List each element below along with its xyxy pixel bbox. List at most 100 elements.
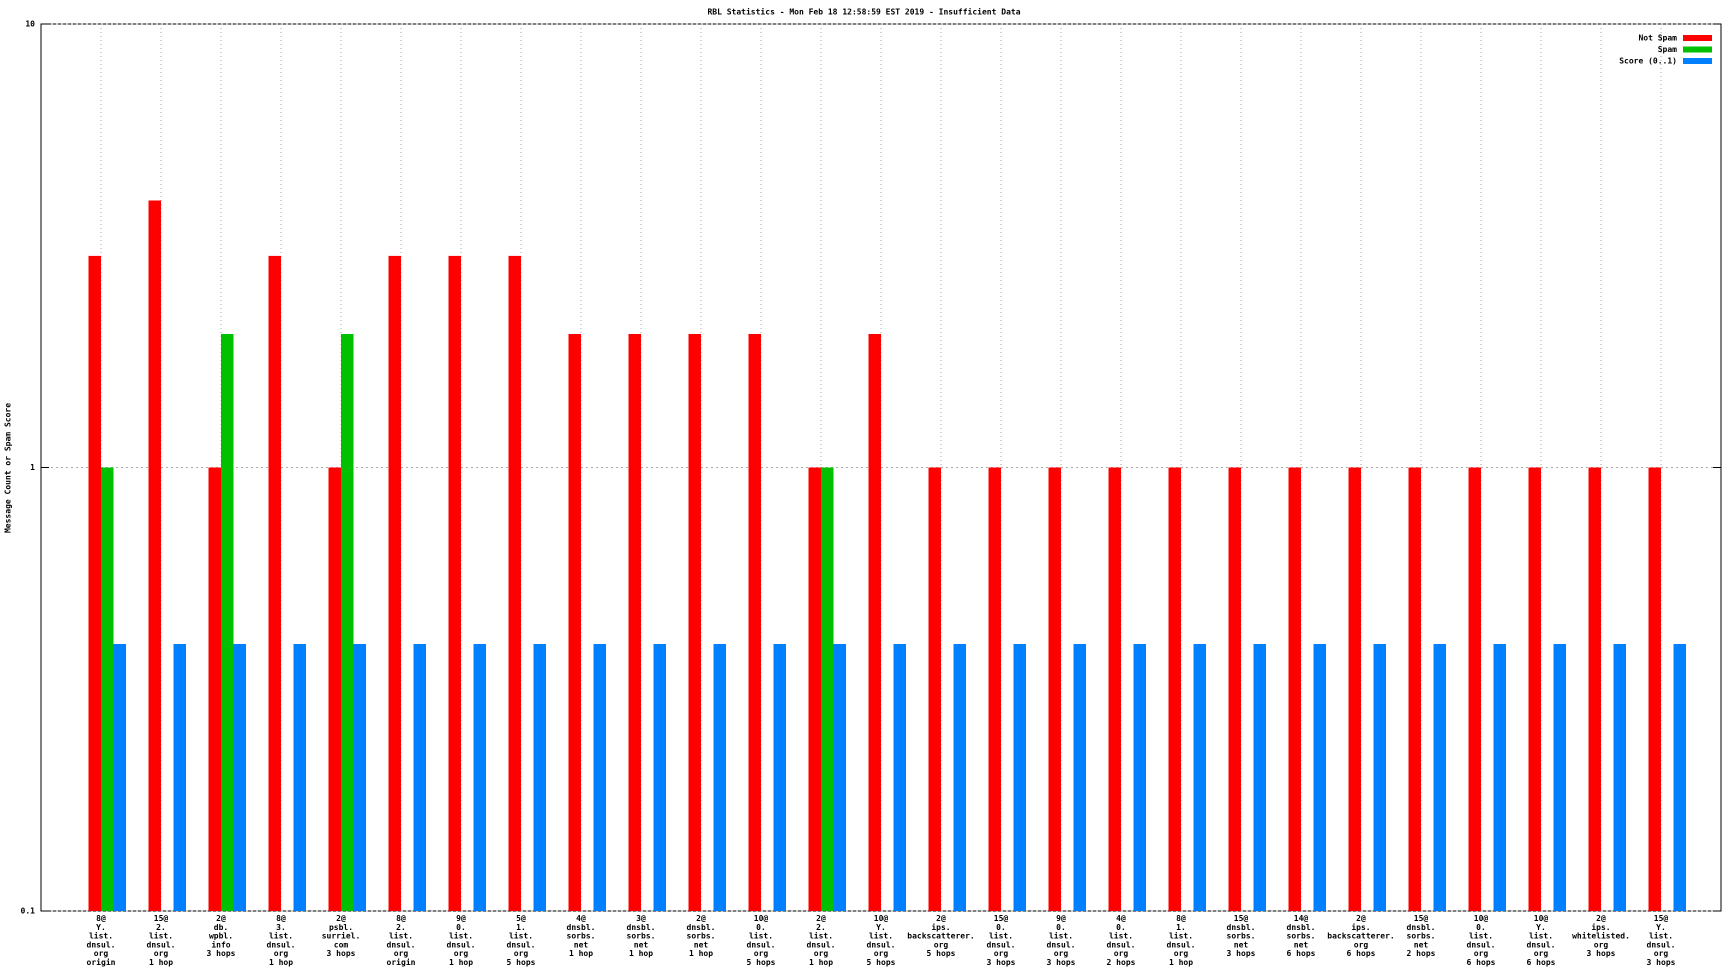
x-tick-label-line: 3 hops xyxy=(987,958,1016,967)
x-tick-label-line: list. xyxy=(749,931,773,941)
x-tick-label-line: 0. xyxy=(996,923,1006,932)
x-tick-label-line: 1 hop xyxy=(569,949,593,958)
x-tick-label-line: 9@ xyxy=(1056,914,1066,923)
x-tick-label-line: 2 hops xyxy=(1107,958,1136,967)
bar xyxy=(1073,643,1086,911)
x-tick-label-line: sorbs. xyxy=(1227,932,1256,941)
x-tick-label: 2@ db. wpbl. info 3 hops xyxy=(207,914,236,958)
x-tick-label: 8@ 3. list. dnsul. org 1 hop xyxy=(267,914,296,967)
legend-label: Spam xyxy=(1658,45,1677,54)
x-tick-label: 10@ Y. list. dnsul. org 6 hops xyxy=(1527,914,1556,967)
x-tick-label-line: dnsul. xyxy=(807,940,836,949)
x-tick-label-line: dnsul. xyxy=(1647,940,1676,949)
x-tick-label: 8@ 1. list. dnsul. org 1 hop xyxy=(1167,914,1196,967)
x-tick-label-line: Y. xyxy=(1656,923,1666,932)
x-tick-label-line: 2 hops xyxy=(1407,949,1436,958)
bar xyxy=(893,643,906,911)
x-tick-label-line: net xyxy=(1414,940,1429,949)
x-tick-label-line: list. xyxy=(149,931,173,941)
x-tick-label-line: 10@ xyxy=(754,914,769,923)
x-tick-label-line: 8@ xyxy=(1176,914,1186,923)
x-tick-label-line: net xyxy=(1234,940,1249,949)
x-tick-label-line: 1 hop xyxy=(809,958,833,967)
bar xyxy=(1613,643,1626,911)
x-tick-label-line: ips. xyxy=(1591,922,1610,932)
x-tick-label-line: dnsul. xyxy=(1467,940,1496,949)
bar xyxy=(1253,643,1266,911)
y-tick-label: 1 xyxy=(30,463,35,472)
x-tick-label-line: 2@ xyxy=(936,914,946,923)
x-tick-label-line: 15@ xyxy=(994,914,1009,923)
x-tick-label-line: 3@ xyxy=(636,914,646,923)
x-tick-label-line: 3 hops xyxy=(1227,949,1256,958)
x-tick-label-line: org xyxy=(394,949,409,958)
x-tick-label-line: backscatterer. xyxy=(1327,932,1394,941)
bar xyxy=(221,333,234,912)
bar xyxy=(1648,467,1661,911)
x-tick-label-line: net xyxy=(1294,940,1309,949)
x-tick-label: 5@ 1. list. dnsul. org 5 hops xyxy=(507,914,536,967)
bar xyxy=(268,255,281,911)
x-tick-label-line: org xyxy=(994,949,1009,958)
bar xyxy=(748,333,761,912)
x-tick-label-line: list. xyxy=(1529,931,1553,941)
bar xyxy=(808,467,821,911)
bar xyxy=(1168,467,1181,911)
x-tick-label-line: dnsul. xyxy=(447,940,476,949)
x-tick-label-line: 4@ xyxy=(576,914,586,923)
x-tick-label-line: 5 hops xyxy=(927,949,956,958)
bar xyxy=(173,643,186,911)
bar xyxy=(1588,467,1601,911)
x-tick-label-line: 0. xyxy=(756,923,766,932)
x-tick-label: 2@ psbl. surriel. com 3 hops xyxy=(322,914,361,958)
bar xyxy=(508,255,521,911)
x-tick-label-line: sorbs. xyxy=(687,932,716,941)
x-tick-label: 10@ 0. list. dnsul. org 5 hops xyxy=(747,914,776,967)
y-tick-label: 10 xyxy=(25,20,35,29)
bar xyxy=(1493,643,1506,911)
x-tick-label-line: 0. xyxy=(1116,923,1126,932)
x-tick-label-line: org xyxy=(454,949,469,958)
x-tick-label-line: list. xyxy=(269,931,293,941)
x-tick-label-line: 2@ xyxy=(816,914,826,923)
x-tick-label-line: 2@ xyxy=(1596,914,1606,923)
bar xyxy=(1108,467,1121,911)
x-tick-label: 10@ 0. list. dnsul. org 6 hops xyxy=(1467,914,1496,967)
legend-swatch xyxy=(1683,58,1712,64)
x-tick-label-line: 3 hops xyxy=(1647,958,1676,967)
bar xyxy=(1348,467,1361,911)
x-tick-label-line: dnsul. xyxy=(1107,940,1136,949)
x-tick-label-line: 3 hops xyxy=(327,949,356,958)
x-tick-label-line: backscatterer. xyxy=(907,932,974,941)
x-tick-label-line: dnsul. xyxy=(1527,940,1556,949)
x-tick-label-line: org xyxy=(754,949,769,958)
bar xyxy=(1193,643,1206,911)
x-tick-label-line: list. xyxy=(1169,931,1193,941)
x-tick-label-line: list. xyxy=(989,931,1013,941)
y-axis-label: Message Count or Spam Score xyxy=(4,403,13,533)
bar xyxy=(341,333,354,912)
bar xyxy=(1288,467,1301,911)
x-tick-label: 9@ 0. list. dnsul. org 3 hops xyxy=(1047,914,1076,967)
bar xyxy=(1433,643,1446,911)
x-tick-label-line: 15@ xyxy=(1414,914,1429,923)
bar xyxy=(1048,467,1061,911)
bar xyxy=(1553,643,1566,911)
bar xyxy=(833,643,846,911)
x-tick-label-line: 6 hops xyxy=(1467,958,1496,967)
x-tick-label-line: dnsul. xyxy=(267,940,296,949)
x-tick-label-line: 6 hops xyxy=(1347,949,1376,958)
x-tick-label-line: dnsul. xyxy=(747,940,776,949)
x-tick-label-line: org xyxy=(1114,949,1129,958)
bar xyxy=(1373,643,1386,911)
bar xyxy=(628,333,641,912)
bar xyxy=(293,643,306,911)
x-tick-label: 15@ dnsbl. sorbs. net 3 hops xyxy=(1227,914,1256,958)
x-tick-label-line: 2. xyxy=(396,923,406,932)
x-tick-label-line: sorbs. xyxy=(567,932,596,941)
x-tick-label-line: list. xyxy=(869,931,893,941)
x-tick-label-line: list. xyxy=(449,931,473,941)
x-tick-label-line: com xyxy=(334,940,349,949)
x-tick-label-line: sorbs. xyxy=(627,932,656,941)
